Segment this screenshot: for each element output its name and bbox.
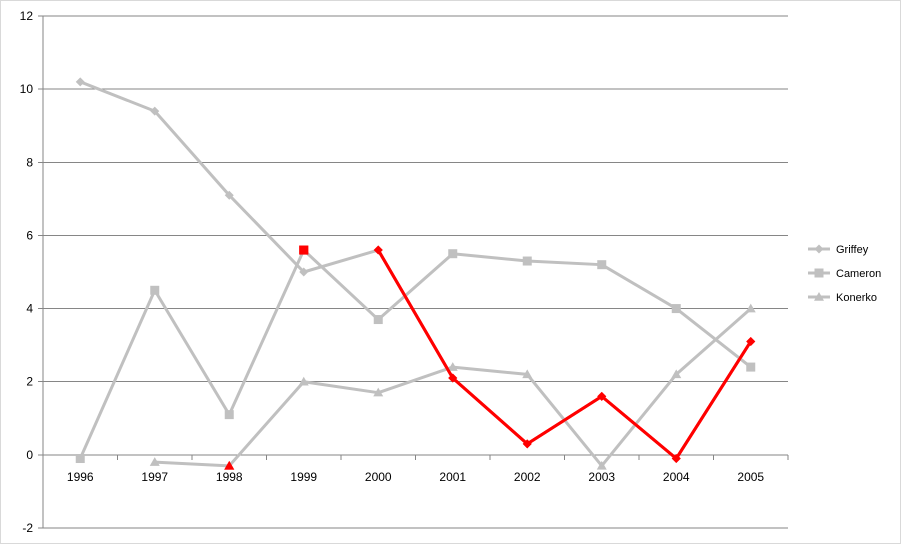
point-cameron <box>746 362 756 372</box>
point-cameron <box>671 304 681 314</box>
y-tick-label: 0 <box>26 448 33 462</box>
highlight-point-konerko <box>224 460 235 470</box>
y-tick-label: -2 <box>22 521 33 535</box>
x-tick-label: 2002 <box>514 470 541 484</box>
point-griffey <box>224 190 234 200</box>
legend-item-griffey: Griffey <box>808 244 869 256</box>
point-cameron <box>224 410 234 420</box>
point-konerko <box>596 460 607 470</box>
point-cameron <box>522 256 532 266</box>
highlight-point-griffey <box>746 336 756 346</box>
legend-item-konerko: Konerko <box>808 292 877 304</box>
highlight-segment-griffey <box>451 376 529 446</box>
highlight-point-griffey <box>448 373 458 383</box>
highlight-point-griffey <box>522 439 532 449</box>
line-segment-cameron <box>376 252 455 322</box>
line-segment-cameron <box>227 248 306 417</box>
point-griffey <box>150 106 160 116</box>
line-segment-cameron <box>525 259 604 267</box>
x-tick-label: 1999 <box>290 470 317 484</box>
y-tick-label: 12 <box>20 9 34 23</box>
line-segment-konerko <box>451 365 529 376</box>
line-segment-konerko <box>227 380 306 468</box>
legend-item-cameron: Cameron <box>808 268 881 280</box>
legend-label-konerko: Konerko <box>836 292 877 304</box>
legend-marker-griffey <box>814 244 824 254</box>
line-segment-konerko <box>674 307 753 376</box>
point-konerko <box>298 376 309 386</box>
point-cameron <box>448 249 458 259</box>
line-segment-cameron <box>674 307 753 369</box>
line-segment-cameron <box>302 248 380 322</box>
highlight-segment-griffey <box>525 394 604 446</box>
point-cameron <box>373 315 383 325</box>
line-segment-cameron <box>451 252 529 263</box>
y-tick-label: 6 <box>26 228 33 242</box>
series-griffey <box>75 77 756 464</box>
line-segment-cameron <box>153 288 231 417</box>
series-group <box>75 77 756 470</box>
y-tick-label: 4 <box>26 302 33 316</box>
point-griffey <box>75 77 85 87</box>
highlight-segment-griffey <box>674 339 753 461</box>
x-tick-label: 2001 <box>439 470 466 484</box>
series-griffey-highlight <box>373 245 756 464</box>
point-konerko <box>522 369 533 379</box>
highlight-segment-griffey <box>376 248 455 380</box>
x-tick-label: 1996 <box>67 470 94 484</box>
highlight-point-griffey <box>373 245 383 255</box>
line-segment-griffey <box>153 109 231 197</box>
point-cameron <box>150 285 160 295</box>
line-segment-griffey <box>302 248 380 274</box>
line-segment-konerko <box>153 460 231 468</box>
line-segment-griffey <box>78 80 157 113</box>
legend-marker-cameron <box>814 268 824 278</box>
y-tick-label: 2 <box>26 375 33 389</box>
point-konerko <box>671 369 682 379</box>
point-cameron <box>75 454 85 464</box>
y-tick-label: 8 <box>26 155 33 169</box>
highlight-segment-griffey <box>600 394 678 461</box>
legend: Griffey Cameron Konerko <box>808 244 881 304</box>
point-konerko <box>149 457 160 466</box>
highlight-point-griffey <box>671 454 681 464</box>
y-tick-label: 10 <box>20 82 34 96</box>
y-axis: -2 0 2 4 6 8 10 12 <box>20 9 44 535</box>
x-tick-label: 2003 <box>588 470 615 484</box>
x-tick-label: 2005 <box>737 470 764 484</box>
legend-label-cameron: Cameron <box>836 268 881 280</box>
point-konerko <box>373 387 384 397</box>
series-konerko <box>149 303 756 470</box>
highlight-point-griffey <box>597 391 607 401</box>
legend-label-griffey: Griffey <box>836 244 869 256</box>
legend-marker-konerko <box>814 292 824 301</box>
line-segment-konerko <box>600 372 678 468</box>
x-tick-label: 1998 <box>216 470 243 484</box>
series-cameron <box>75 245 756 464</box>
x-tick-label: 2004 <box>663 470 690 484</box>
point-cameron <box>597 260 607 270</box>
line-segment-konerko <box>302 380 380 395</box>
point-konerko <box>745 303 756 313</box>
line-segment-cameron <box>78 288 157 461</box>
x-axis: 1996 1997 1998 1999 2000 2001 2002 2003 2004 2005 <box>42 454 789 484</box>
highlight-point-cameron <box>299 245 309 255</box>
line-segment-griffey <box>227 193 306 274</box>
gridlines <box>43 15 788 529</box>
x-tick-label: 1997 <box>141 470 168 484</box>
point-griffey <box>299 267 309 277</box>
line-segment-konerko <box>376 365 455 395</box>
point-konerko <box>447 362 458 371</box>
line-segment-cameron <box>600 263 678 311</box>
x-tick-label: 2000 <box>365 470 392 484</box>
